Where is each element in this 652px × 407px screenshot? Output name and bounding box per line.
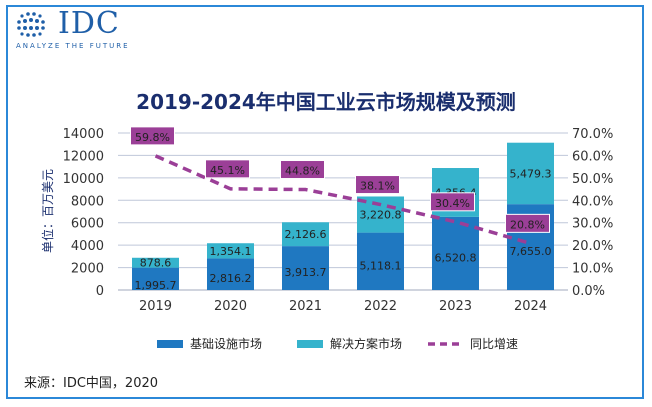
growth-label-box: [130, 126, 175, 146]
y2-tick-label: 40.0%: [572, 194, 613, 209]
data-label-solution: 5,479.3: [510, 167, 552, 180]
x-tick-label: 2023: [439, 299, 472, 314]
data-label-infrastructure: 5,118.1: [360, 259, 402, 272]
x-tick-label: 2022: [364, 299, 397, 314]
growth-line: [154, 154, 531, 246]
globe-icon: [17, 12, 45, 37]
bar-infrastructure: [207, 258, 254, 290]
idc-logo: IDC ANALYZE THE FUTURE: [14, 6, 144, 52]
data-label-solution: 1,354.1: [210, 245, 252, 258]
legend-swatch-solution: [297, 340, 323, 348]
growth-label-box: [280, 160, 325, 180]
legend-label-solution: 解决方案市场: [330, 336, 402, 351]
y2-tick-label: 0.0%: [572, 284, 605, 299]
y2-tick-label: 70.0%: [572, 127, 613, 142]
source-note: 来源：IDC中国，2020: [24, 376, 159, 391]
growth-label: 59.8%: [135, 131, 170, 144]
y2-tick-label: 30.0%: [572, 217, 613, 232]
growth-label: 45.1%: [210, 164, 245, 177]
y2-tick-label: 10.0%: [572, 262, 613, 277]
data-label-solution: 878.6: [140, 257, 172, 270]
growth-label-box: [205, 159, 250, 179]
y2-tick-label: 50.0%: [572, 172, 613, 187]
growth-label: 38.1%: [360, 180, 395, 193]
y-tick-label: 8000: [71, 194, 104, 209]
brand-tagline: ANALYZE THE FUTURE: [16, 42, 130, 50]
bar-infrastructure: [432, 216, 479, 290]
y-tick-label: 0: [96, 284, 104, 299]
data-label-solution: 2,126.6: [285, 228, 327, 241]
growth-label: 20.8%: [510, 218, 545, 231]
data-label-infrastructure: 7,655.0: [510, 245, 552, 258]
growth-label: 44.8%: [285, 165, 320, 178]
y-tick-label: 12000: [63, 149, 104, 164]
y-tick-label: 4000: [71, 239, 104, 254]
y-axis-label: 单位：百万美元: [40, 169, 55, 253]
data-label-infrastructure: 6,520.8: [435, 251, 477, 264]
brand-name: IDC: [58, 6, 120, 41]
x-tick-label: 2021: [289, 299, 322, 314]
growth-label-box: [505, 213, 550, 233]
bar-infrastructure: [282, 246, 329, 290]
bar-infrastructure: [357, 232, 404, 290]
growth-label-box: [430, 192, 475, 212]
data-label-solution: 3,220.8: [360, 209, 402, 222]
legend-swatch-infrastructure: [157, 340, 183, 348]
bar-solution: [282, 222, 329, 247]
y-tick-label: 14000: [63, 127, 104, 142]
data-label-infrastructure: 3,913.7: [285, 266, 327, 279]
growth-label-box: [355, 175, 400, 195]
y-tick-label: 10000: [63, 172, 104, 187]
y-tick-label: 2000: [71, 262, 104, 277]
data-label-infrastructure: 1,995.7: [135, 279, 177, 292]
bar-solution: [507, 142, 554, 205]
bar-solution: [132, 257, 179, 268]
growth-label: 30.4%: [435, 197, 470, 210]
y-tick-label: 6000: [71, 217, 104, 232]
x-tick-label: 2019: [139, 299, 172, 314]
x-tick-label: 2020: [214, 299, 247, 314]
legend-label-growth: 同比增速: [470, 337, 518, 351]
data-label-infrastructure: 2,816.2: [210, 272, 252, 285]
legend-label-infrastructure: 基础设施市场: [190, 336, 262, 351]
y2-tick-label: 60.0%: [572, 149, 613, 164]
bar-solution: [207, 243, 254, 259]
bar-infrastructure: [132, 267, 179, 290]
y2-tick-label: 20.0%: [572, 239, 613, 254]
chart-title: 2019-2024年中国工业云市场规模及预测: [136, 90, 516, 114]
x-tick-label: 2024: [514, 299, 547, 314]
